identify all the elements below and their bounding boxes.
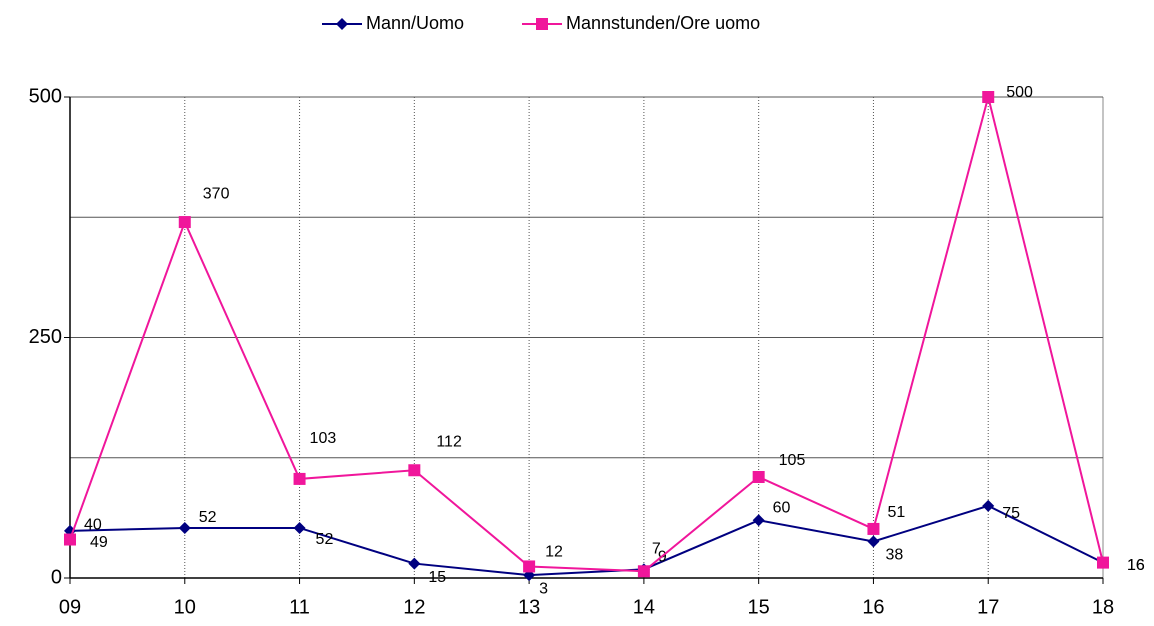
data-label: 51: [887, 504, 905, 521]
marker: [523, 560, 536, 573]
legend-marker: [536, 18, 548, 30]
legend-label: Mann/Uomo: [366, 13, 464, 33]
x-tick-label: 17: [977, 596, 999, 618]
marker: [637, 565, 650, 578]
data-label: 38: [885, 547, 903, 564]
data-label: 16: [1127, 557, 1145, 574]
data-label: 105: [779, 452, 806, 469]
data-label: 500: [1006, 84, 1033, 101]
marker: [408, 557, 421, 570]
marker: [178, 216, 191, 229]
marker: [752, 514, 765, 527]
x-tick-label: 18: [1092, 596, 1114, 618]
data-label: 49: [90, 534, 108, 551]
data-label: 370: [203, 185, 230, 202]
x-tick-label: 11: [289, 596, 310, 618]
marker: [982, 499, 995, 512]
data-label: 52: [316, 531, 334, 548]
marker: [178, 521, 191, 534]
marker: [867, 522, 880, 535]
legend-marker: [336, 18, 348, 30]
x-tick-label: 16: [862, 596, 884, 618]
marker: [867, 535, 880, 548]
legend-label: Mannstunden/Ore uomo: [566, 13, 760, 33]
x-tick-label: 15: [748, 596, 770, 618]
marker: [982, 91, 995, 103]
y-tick-label: 0: [51, 566, 62, 588]
data-label: 103: [310, 430, 337, 447]
data-label: 60: [773, 499, 791, 516]
marker: [1097, 556, 1109, 569]
marker: [752, 470, 765, 483]
data-label: 52: [199, 509, 217, 526]
marker: [408, 464, 421, 477]
data-label: 7: [652, 540, 661, 557]
data-label: 112: [436, 433, 462, 450]
series-line: [69, 504, 1104, 577]
x-tick-label: 12: [403, 596, 425, 618]
x-tick-label: 09: [59, 596, 81, 618]
series-line: [69, 96, 1104, 573]
marker: [293, 521, 306, 534]
y-tick-label: 250: [29, 326, 62, 348]
x-tick-label: 14: [633, 596, 655, 618]
marker: [293, 472, 306, 485]
data-label: 16: [1127, 557, 1145, 574]
data-label: 40: [84, 517, 102, 534]
data-label: 15: [428, 569, 446, 586]
x-tick-label: 10: [174, 596, 196, 618]
x-tick-label: 13: [518, 596, 540, 618]
data-label: 3: [539, 580, 548, 597]
marker: [64, 533, 76, 546]
y-tick-label: 500: [29, 85, 62, 107]
data-label: 12: [545, 544, 563, 561]
data-label: 75: [1002, 505, 1020, 522]
